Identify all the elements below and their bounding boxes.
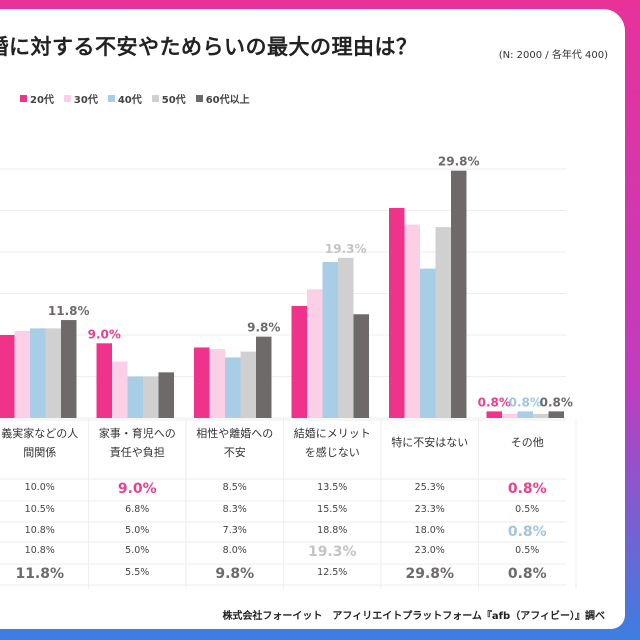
table-cell: 0.8% <box>508 566 547 582</box>
table-cell: 8.5% <box>223 482 247 493</box>
legend-swatch <box>195 95 203 102</box>
category-label: 結婚にメリット <box>294 426 371 440</box>
table-cell: 9.0% <box>118 481 157 497</box>
category-label: 責任や負担 <box>110 445 165 459</box>
table-cell: 11.8% <box>15 566 64 582</box>
table-cell: 0.8% <box>508 524 547 540</box>
table-cell: 0.8% <box>508 481 547 497</box>
bar <box>486 411 502 418</box>
table-cell: 25.3% <box>415 482 445 493</box>
bar <box>30 328 46 418</box>
table-cell: 6.8% <box>125 504 149 515</box>
table-cell: 5.0% <box>125 525 149 536</box>
data-label: 9.8% <box>247 321 280 335</box>
table-cell: 18.0% <box>415 525 445 536</box>
bar <box>533 413 549 418</box>
data-label: 0.8% <box>540 395 573 409</box>
bar <box>404 224 420 418</box>
bar <box>451 170 467 418</box>
bar <box>14 330 30 418</box>
source-footer: 株式会社フォーイット アフィリエイトプラットフォーム『afb（アフィビー）』調べ <box>222 611 605 622</box>
category-label: 相性や離婚への <box>196 426 273 440</box>
bar <box>45 328 61 418</box>
bar <box>353 314 369 418</box>
data-label: 29.8% <box>438 155 480 169</box>
table-cell: 10.0% <box>25 482 55 493</box>
category-label: 間関係 <box>23 446 56 459</box>
table-cell: 10.8% <box>25 545 55 556</box>
table-cell: 10.5% <box>25 504 55 515</box>
category-label: 家事・育児への <box>99 426 176 440</box>
table-cell: 5.0% <box>125 545 149 556</box>
bar <box>0 335 15 418</box>
bar <box>256 336 272 418</box>
bar <box>307 289 323 418</box>
table-cell: 5.5% <box>125 567 149 578</box>
bar <box>127 376 143 418</box>
legend-swatch <box>151 95 159 102</box>
legend-swatch <box>63 95 71 102</box>
table-cell: 12.5% <box>317 567 347 578</box>
bar <box>502 413 518 418</box>
category-label: 特に不安はない <box>391 435 468 449</box>
data-label: 11.8% <box>48 304 90 318</box>
legend-label: 40代 <box>117 95 142 106</box>
bar <box>338 257 354 418</box>
legend-item: 60代以上 <box>195 91 250 106</box>
legend-item: 50代 <box>151 91 186 106</box>
legend-swatch <box>20 95 27 102</box>
table-cell: 9.8% <box>215 566 254 582</box>
legend-label: 20代 <box>30 95 54 106</box>
table-cell: 7.3% <box>223 525 247 536</box>
data-label: 19.3% <box>325 242 367 256</box>
legend: 20代 30代 40代 50代 60代以上 <box>20 91 250 106</box>
chart-title: 結婚に対する不安やためらいの最大の理由は？ <box>0 35 418 59</box>
data-label: 0.8% <box>509 395 542 409</box>
legend-item: 20代 <box>20 91 54 106</box>
bar <box>96 343 112 418</box>
bar <box>158 372 174 418</box>
table-cell: 19.3% <box>308 544 357 560</box>
category-label: を感じない <box>305 446 360 459</box>
legend-item: 40代 <box>107 91 142 106</box>
bar <box>389 208 405 418</box>
data-label: 9.0% <box>88 327 121 341</box>
category-label: 義実家などの人 <box>1 426 78 440</box>
bar <box>435 227 451 418</box>
table-cell: 10.8% <box>25 525 55 536</box>
table-cell: 8.3% <box>223 504 247 515</box>
bar <box>112 361 128 418</box>
category-label: その他 <box>511 436 544 449</box>
bar <box>291 305 307 418</box>
table-cell: 13.5% <box>317 482 347 493</box>
table-cell: 0.5% <box>515 545 539 556</box>
table-cell: 15.5% <box>317 504 347 515</box>
table-cell: 23.3% <box>415 504 445 515</box>
legend-swatch <box>107 95 115 102</box>
sample-note: (N: 2000 / 各年代 400) <box>498 50 608 61</box>
legend-item: 30代 <box>63 91 98 106</box>
table-cell: 8.0% <box>223 545 247 556</box>
table-cell: 0.5% <box>515 504 539 515</box>
table-cell: 18.8% <box>317 525 347 536</box>
bar <box>61 320 77 418</box>
bar <box>194 347 210 418</box>
category-label: 不安 <box>224 445 246 459</box>
legend-label: 50代 <box>161 95 186 106</box>
legend-label: 60代以上 <box>205 95 250 106</box>
table-cell: 29.8% <box>405 566 454 582</box>
bar <box>322 261 338 418</box>
bar <box>209 349 225 418</box>
bar <box>517 411 533 418</box>
bar <box>240 351 256 418</box>
bar <box>143 376 159 418</box>
data-label: 0.8% <box>478 395 511 409</box>
legend-label: 30代 <box>73 95 98 106</box>
bar <box>548 411 564 418</box>
table-cell: 23.0% <box>415 545 445 556</box>
bar <box>225 357 241 418</box>
chart-card: 結婚に対する不安やためらいの最大の理由は？ (N: 2000 / 各年代 400… <box>0 9 625 629</box>
bar <box>420 268 436 418</box>
